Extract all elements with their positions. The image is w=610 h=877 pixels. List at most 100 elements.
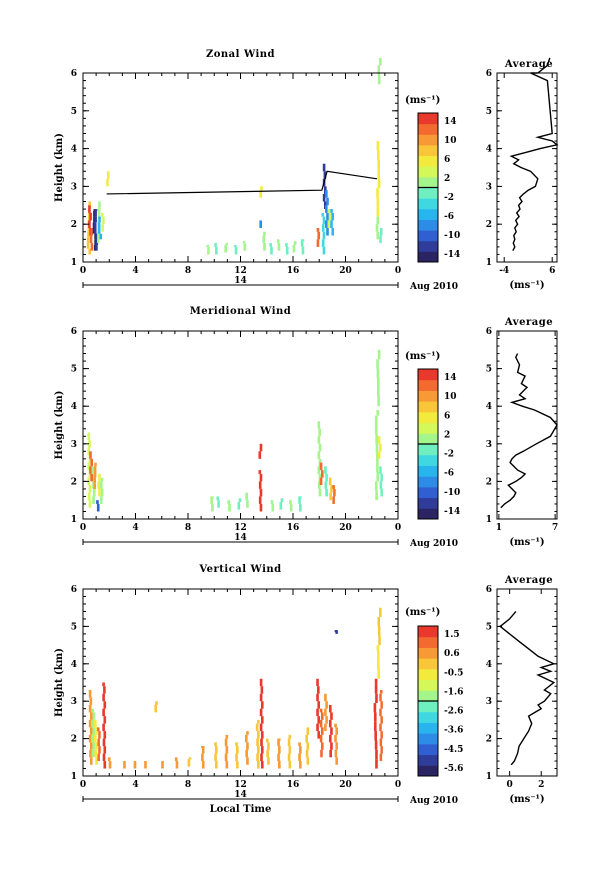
data-cell [225, 761, 229, 769]
data-cell [373, 703, 377, 713]
data-cell [334, 734, 337, 743]
colorbar-unit: (ms⁻¹) [405, 95, 440, 106]
data-cell [376, 462, 379, 472]
data-cell [235, 753, 238, 762]
colorbar-swatch [418, 497, 438, 509]
profile-frame [496, 588, 558, 777]
data-cell [100, 481, 103, 489]
data-cell [98, 731, 101, 739]
data-cell [377, 169, 381, 179]
data-cell [319, 708, 323, 713]
data-cell [175, 761, 179, 769]
data-cell [106, 178, 109, 187]
data-cell [259, 190, 263, 198]
colorbar-tick-label: -3.6 [444, 726, 463, 736]
data-cell [207, 246, 210, 255]
colorbar-swatch [418, 123, 438, 135]
data-cell [98, 488, 101, 497]
colorbar-swatch [418, 144, 438, 157]
colorbar-swatch [418, 476, 438, 488]
data-cell [379, 738, 383, 747]
data-cell [270, 500, 274, 504]
data-cell [91, 466, 95, 474]
data-cell [326, 227, 329, 236]
data-cell [238, 498, 242, 503]
data-cell [316, 693, 319, 702]
data-cell [279, 502, 283, 510]
data-cell [376, 368, 380, 378]
data-cell [316, 723, 319, 732]
data-cell [330, 209, 333, 213]
data-cell [257, 761, 260, 769]
data-cell [94, 210, 97, 217]
data-cell [94, 222, 97, 228]
data-cell [258, 496, 262, 504]
data-cell [97, 227, 101, 234]
colorbar-swatch [418, 636, 438, 648]
data-cell [102, 753, 106, 762]
data-cell [289, 503, 293, 512]
colorbar-tick-label: 1.5 [444, 630, 460, 640]
data-cell [88, 205, 91, 213]
data-cell [306, 727, 310, 735]
y-tick-label: 3 [71, 182, 77, 192]
data-cell [322, 216, 326, 225]
profile-1: Average 1 2 3 4 5 6 1 7 (ms⁻¹) [486, 317, 559, 548]
data-cell [256, 753, 259, 762]
colorbar-tick-label: -14 [444, 507, 460, 517]
colorbar-tick-label: -10 [444, 488, 460, 498]
y-tick-label: 3 [71, 697, 77, 707]
colorbar-swatch [418, 411, 438, 424]
data-cell [318, 488, 322, 497]
data-cell [201, 761, 205, 769]
data-cell [225, 734, 229, 739]
data-cell [373, 721, 377, 732]
data-cell [379, 693, 382, 702]
data-cell [257, 746, 260, 754]
plot-frame [82, 330, 399, 520]
data-cell [376, 472, 380, 482]
data-cell [287, 738, 291, 747]
data-cell [334, 630, 338, 633]
data-cell [324, 466, 327, 474]
date-label: Aug 2010 [409, 796, 458, 806]
data-cell [379, 481, 383, 489]
data-cell [258, 481, 262, 489]
data-cell [377, 65, 381, 75]
data-cell [215, 761, 218, 769]
data-cell [89, 757, 93, 765]
colorbar-tick-label: 6 [444, 411, 450, 421]
data-cell [91, 734, 95, 743]
data-cell [95, 233, 99, 240]
data-cell [380, 689, 383, 694]
data-cell [330, 742, 333, 750]
profile-line [499, 610, 556, 766]
data-cell [375, 490, 378, 501]
data-cell [301, 246, 305, 255]
data-cell [89, 749, 92, 758]
data-cell [92, 712, 96, 720]
data-cell [235, 742, 238, 747]
data-cell [318, 428, 321, 437]
profile-y-tick-label: 3 [486, 697, 492, 707]
day-label: 14 [234, 790, 247, 800]
data-cell [245, 492, 248, 501]
profile-y-tick-label: 1 [486, 772, 492, 782]
data-cell [299, 761, 302, 769]
data-cell [95, 239, 99, 245]
data-cell [94, 239, 97, 245]
data-cell [285, 246, 289, 255]
y-tick-label: 4 [71, 660, 77, 670]
profile-y-tick-label: 6 [486, 69, 492, 79]
data-cell [88, 201, 92, 204]
data-cell [263, 243, 266, 251]
profile-x-tick-label: 2 [538, 780, 544, 790]
data-cell [206, 244, 209, 247]
data-cell [325, 473, 328, 482]
x-tick-label: 20 [339, 523, 352, 533]
y-tick-label: 2 [71, 477, 77, 487]
data-cell [92, 742, 96, 750]
data-cell [378, 635, 381, 646]
